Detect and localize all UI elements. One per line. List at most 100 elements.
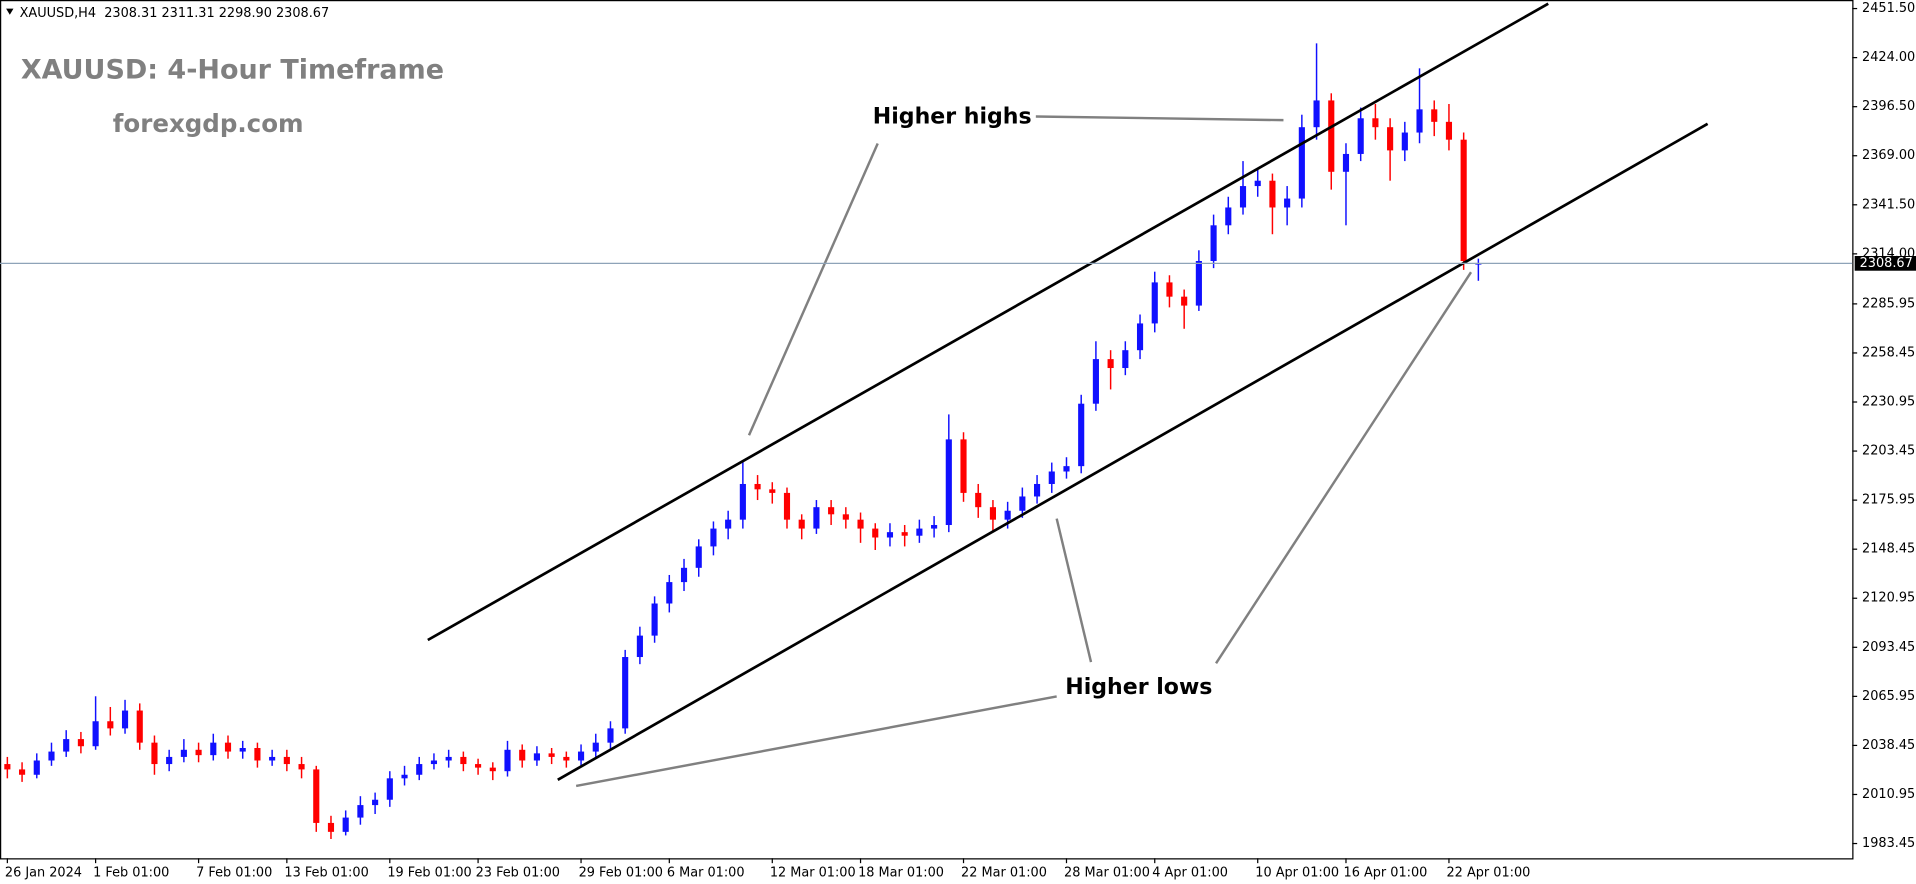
candle-body xyxy=(1019,496,1026,511)
candle-body xyxy=(1136,323,1144,351)
candle-body xyxy=(563,756,570,761)
candle-body xyxy=(1431,109,1438,122)
candle-body xyxy=(622,657,629,729)
candle-body xyxy=(151,742,158,765)
candle-body xyxy=(1195,260,1202,306)
candle-body xyxy=(33,760,40,775)
candle-body xyxy=(327,822,335,832)
candle-body xyxy=(960,439,967,493)
x-tick-label: 6 Mar 01:00 xyxy=(667,865,745,880)
candle-body xyxy=(798,519,805,529)
candle-body xyxy=(577,751,585,761)
candle-body xyxy=(386,778,393,800)
candle-body xyxy=(739,483,746,520)
candle-body xyxy=(1151,282,1158,324)
candle-body xyxy=(1048,471,1055,484)
x-tick-label: 12 Mar 01:00 xyxy=(770,865,856,880)
candle-body xyxy=(372,799,379,806)
candle-body xyxy=(901,532,908,536)
candle-body xyxy=(725,519,732,529)
candle-body xyxy=(1122,350,1129,369)
candle-body xyxy=(1239,186,1247,208)
y-tick-label: 2424.00 xyxy=(1862,50,1915,65)
candle-body xyxy=(754,483,761,490)
y-tick-label: 2203.45 xyxy=(1862,444,1915,459)
y-tick-label: 2120.95 xyxy=(1862,591,1915,606)
candle-body xyxy=(504,749,511,772)
candle-body xyxy=(886,532,894,538)
candle-body xyxy=(224,742,232,752)
x-tick-label: 13 Feb 01:00 xyxy=(284,865,368,880)
pointer xyxy=(1215,271,1473,664)
candle-body xyxy=(636,635,643,658)
candle-body xyxy=(269,756,276,761)
candle-body xyxy=(1401,132,1408,151)
candle-body xyxy=(828,507,835,515)
x-tick-label: 10 Apr 01:00 xyxy=(1255,865,1339,880)
last-price-box xyxy=(1854,256,1916,271)
annotation: Higher highs xyxy=(873,105,1032,130)
chart-title: XAUUSD: 4-Hour Timeframe xyxy=(21,55,444,86)
x-tick-label: 28 Mar 01:00 xyxy=(1064,865,1150,880)
candle-body xyxy=(857,519,864,529)
candle-body xyxy=(1166,282,1173,297)
candle-body xyxy=(1416,109,1423,133)
x-tick-label: 22 Apr 01:00 xyxy=(1447,865,1531,880)
candle-body xyxy=(1445,121,1453,140)
candle-body xyxy=(92,721,99,747)
candle-body xyxy=(48,751,55,761)
candle-body xyxy=(460,756,467,765)
candle-body xyxy=(695,546,702,568)
candle-body xyxy=(1107,359,1114,369)
candle-body xyxy=(1254,180,1261,187)
candle-body xyxy=(489,767,496,772)
candle-body xyxy=(107,721,114,729)
x-tick-label: 23 Feb 01:00 xyxy=(476,865,560,880)
y-tick-label: 2010.95 xyxy=(1862,787,1915,802)
candle-body xyxy=(4,764,11,770)
candle-body xyxy=(254,748,261,761)
candle-body xyxy=(1269,180,1276,208)
candle-body xyxy=(19,769,26,775)
candle-body xyxy=(607,728,614,743)
y-tick-label: 1983.45 xyxy=(1862,836,1915,851)
x-tick-label: 18 Mar 01:00 xyxy=(858,865,944,880)
y-tick-label: 2369.00 xyxy=(1862,148,1915,163)
candle-body xyxy=(210,742,217,756)
candle-body xyxy=(989,507,997,520)
pointer xyxy=(747,142,879,436)
menu-triangle xyxy=(6,8,14,15)
symbol-header: XAUUSD,H4 2308.31 2311.31 2298.90 2308.6… xyxy=(20,6,330,21)
last-price-label: 2308.67 xyxy=(1860,256,1913,271)
candle-body xyxy=(136,710,143,743)
candle-body xyxy=(416,764,423,775)
x-tick-label: 22 Mar 01:00 xyxy=(961,865,1047,880)
x-tick-label: 29 Feb 01:00 xyxy=(579,865,663,880)
candle-body xyxy=(1078,403,1085,467)
candle-body xyxy=(1357,118,1364,154)
candle-body xyxy=(1313,100,1320,128)
candle-body xyxy=(533,753,540,761)
candle-body xyxy=(1284,198,1291,208)
candle-body xyxy=(813,507,820,529)
candle-body xyxy=(401,774,408,779)
annotation: Higher lows xyxy=(1065,675,1212,700)
candle-body xyxy=(195,749,202,756)
candle-body xyxy=(475,764,482,768)
pointer xyxy=(1035,115,1284,122)
candle-body xyxy=(710,528,717,547)
y-tick-label: 2175.95 xyxy=(1862,493,1915,508)
candle-body xyxy=(769,489,776,493)
candle-body xyxy=(342,817,349,832)
candle-body xyxy=(1328,100,1335,172)
candle-body xyxy=(1298,127,1305,199)
pointer xyxy=(1055,518,1093,663)
candle-body xyxy=(1034,483,1041,497)
candle-body xyxy=(1210,225,1217,261)
x-tick-label: 7 Feb 01:00 xyxy=(196,865,272,880)
candle-body xyxy=(548,753,555,757)
candle-body xyxy=(1342,153,1350,172)
candle-body xyxy=(445,756,452,761)
candle-body xyxy=(975,492,982,508)
